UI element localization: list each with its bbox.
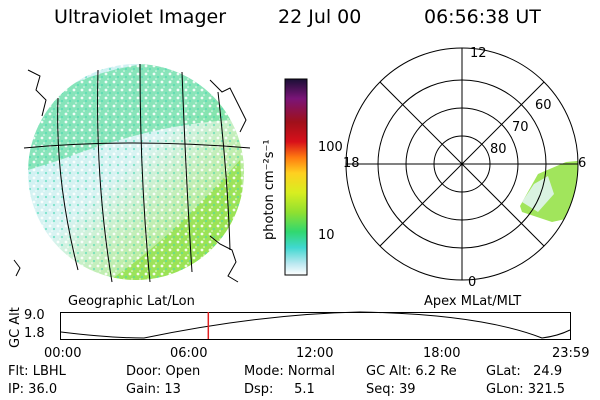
timeline-altitude-plot [60, 311, 571, 340]
colorbar-unit-label: photon cm⁻²s⁻¹ [262, 139, 277, 240]
colorbar-tick-100: 100 [318, 140, 343, 155]
dsp-value: Dsp: 5.1 [244, 382, 315, 397]
timeline-axis-label: GC Alt [8, 307, 23, 348]
mlat-label-70: 70 [512, 120, 529, 135]
timeline-ytick-high: 9.0 [24, 308, 45, 323]
colorbar [284, 78, 308, 276]
colorbar-tick-10: 10 [318, 228, 335, 243]
date-label: 22 Jul 00 [278, 6, 362, 28]
mlat-label-60: 60 [535, 98, 552, 113]
mlt-label-6: 6 [578, 156, 587, 171]
timeline-xtick-1200: 12:00 [296, 346, 334, 361]
sequence-number: Seq: 39 [366, 382, 416, 397]
time-label: 06:56:38 UT [424, 6, 541, 28]
gain-value: Gain: 13 [126, 382, 181, 397]
timeline-xtick-1800: 18:00 [423, 346, 461, 361]
door-status: Door: Open [126, 364, 201, 379]
mlt-label-12: 12 [470, 46, 487, 61]
apex-panel-label: Apex MLat/MLT [424, 294, 522, 309]
ip-value: IP: 36.0 [8, 382, 58, 397]
mlt-label-0: 0 [468, 275, 477, 290]
geographic-panel-label: Geographic Lat/Lon [68, 294, 195, 309]
timeline-xtick-0600: 06:00 [170, 346, 208, 361]
geographic-longitude: GLon: 321.5 [486, 382, 566, 397]
mlat-label-80: 80 [490, 142, 507, 157]
geographic-latitude: GLat: 24.9 [486, 364, 563, 379]
flight-filter: Flt: LBHL [8, 364, 66, 379]
apex-polar-plot [345, 47, 579, 281]
mode-value: Mode: Normal [244, 364, 335, 379]
page-title: Ultraviolet Imager [54, 6, 227, 28]
mlt-label-18: 18 [343, 156, 360, 171]
timeline-xtick-2359: 23:59 [552, 346, 590, 361]
gc-altitude: GC Alt: 6.2 Re [366, 364, 457, 379]
timeline-xtick-0000: 00:00 [44, 346, 82, 361]
timeline-ytick-low: 1.8 [24, 326, 45, 341]
